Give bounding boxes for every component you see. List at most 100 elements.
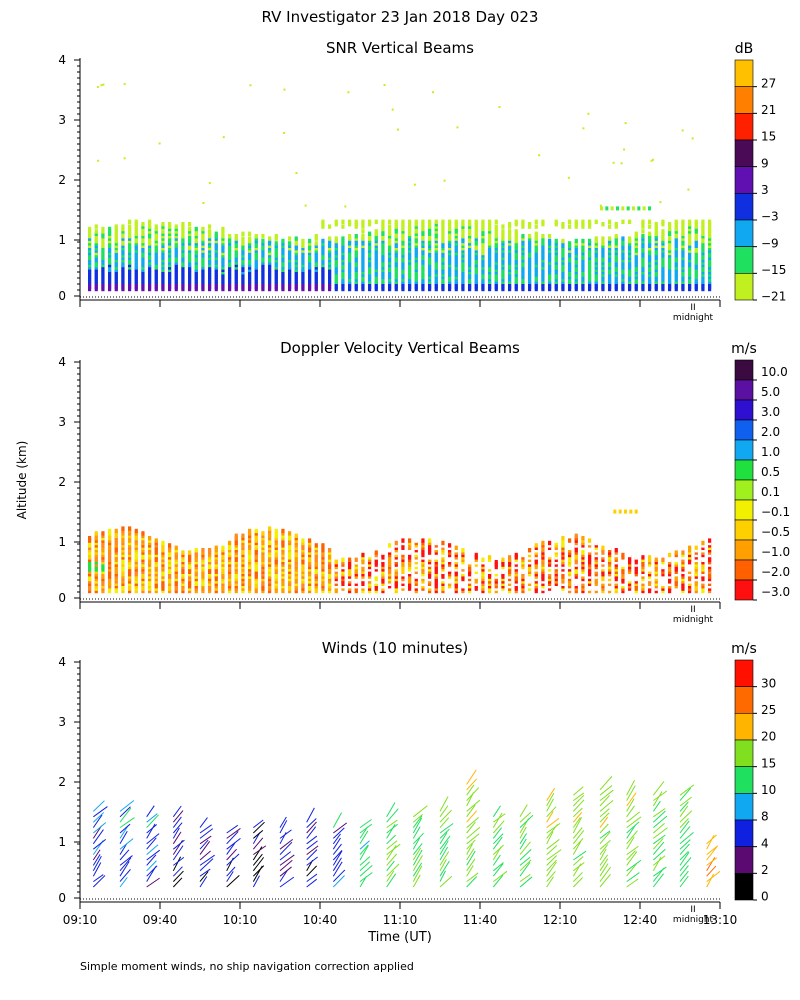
snr-cell — [94, 246, 98, 251]
snr-cell — [254, 236, 258, 241]
doppler-cell — [128, 560, 132, 565]
doppler-cell — [521, 576, 525, 582]
snr-cell — [628, 279, 632, 284]
doppler-cell — [394, 579, 398, 584]
doppler-cell — [381, 562, 385, 567]
wind-barb — [519, 838, 527, 850]
snr-cell — [88, 241, 92, 246]
doppler-cell — [368, 586, 372, 591]
doppler-cell — [134, 538, 138, 543]
doppler-cell — [648, 555, 652, 560]
snr-cell — [208, 277, 212, 282]
doppler-cell — [328, 557, 332, 562]
snr-cell — [114, 236, 118, 241]
snr-cell — [101, 270, 105, 275]
doppler-cell — [241, 545, 245, 550]
snr-cell — [121, 248, 125, 253]
doppler-cell — [501, 562, 505, 567]
doppler-cell — [561, 586, 565, 591]
snr-cell — [621, 279, 625, 284]
snr-cell — [381, 255, 385, 260]
doppler-cell — [214, 555, 218, 560]
snr-cell — [308, 279, 312, 284]
snr-cell — [214, 234, 218, 239]
wind-barb — [652, 838, 664, 850]
doppler-cell — [328, 567, 332, 572]
snr-cell — [521, 282, 525, 287]
doppler-cell — [194, 576, 198, 582]
snr-cell — [648, 219, 652, 224]
snr-cell — [461, 286, 465, 292]
snr-cell — [168, 248, 172, 253]
snr-cell — [181, 258, 185, 263]
doppler-cell — [134, 536, 138, 541]
snr-cell — [568, 272, 572, 277]
snr-cell — [601, 243, 605, 248]
snr-cell — [528, 260, 532, 265]
snr-cell — [514, 265, 518, 270]
doppler-cell — [594, 576, 598, 582]
doppler-cell — [674, 550, 678, 555]
snr-cell — [94, 243, 98, 248]
snr-cell — [148, 270, 152, 275]
doppler-cell — [428, 574, 432, 579]
snr-cell — [148, 231, 152, 236]
wind-barb — [332, 833, 341, 845]
snr-cell — [641, 246, 645, 251]
wind-profile — [599, 776, 614, 888]
doppler-cell — [508, 567, 512, 572]
snr-cell — [141, 224, 145, 229]
doppler-cell — [341, 574, 345, 579]
snr-cell — [681, 267, 685, 272]
snr-cell — [174, 265, 178, 270]
doppler-cell — [701, 552, 705, 558]
snr-cell — [221, 260, 225, 265]
doppler-cell — [288, 555, 292, 560]
doppler-cell — [474, 569, 478, 574]
doppler-cell — [261, 564, 265, 570]
doppler-cell — [201, 564, 205, 570]
doppler-cell — [588, 572, 592, 577]
snr-cell — [608, 274, 612, 280]
snr-cell — [401, 250, 405, 256]
wind-barb — [332, 857, 342, 872]
doppler-cell — [394, 564, 398, 570]
snr-cell — [481, 222, 485, 227]
snr-cell — [554, 270, 558, 275]
doppler-cell — [134, 545, 138, 550]
doppler-cell — [508, 569, 512, 574]
doppler-cell — [308, 543, 312, 548]
snr-cell — [688, 222, 692, 227]
snr-cell — [628, 255, 632, 260]
snr-cell — [561, 282, 565, 287]
snr-cell — [354, 241, 358, 246]
doppler-cell — [608, 564, 612, 570]
snr-cell — [481, 229, 485, 234]
doppler-cell — [414, 564, 418, 570]
doppler-cell — [208, 564, 212, 570]
doppler-cell — [121, 548, 125, 553]
snr-cell — [581, 267, 585, 272]
snr-cell — [674, 255, 678, 260]
wind-barb — [279, 816, 287, 828]
snr-cell — [381, 267, 385, 272]
snr-cell — [688, 267, 692, 272]
doppler-cell — [301, 552, 305, 558]
doppler-cell — [601, 545, 605, 550]
snr-cell — [168, 262, 172, 268]
doppler-cell — [301, 572, 305, 577]
doppler-cell — [654, 562, 658, 567]
doppler-cell — [421, 579, 425, 584]
snr-cell — [514, 250, 518, 256]
snr-cell — [161, 224, 165, 229]
snr-cell — [708, 250, 712, 256]
doppler-cell — [261, 576, 265, 582]
doppler-cell — [121, 564, 125, 570]
snr-cell — [661, 243, 665, 248]
snr-cell — [501, 253, 505, 258]
snr-cell — [194, 279, 198, 284]
doppler-cell — [214, 569, 218, 574]
doppler-cell — [288, 574, 292, 579]
snr-cell — [274, 267, 278, 272]
doppler-cell — [381, 569, 385, 574]
